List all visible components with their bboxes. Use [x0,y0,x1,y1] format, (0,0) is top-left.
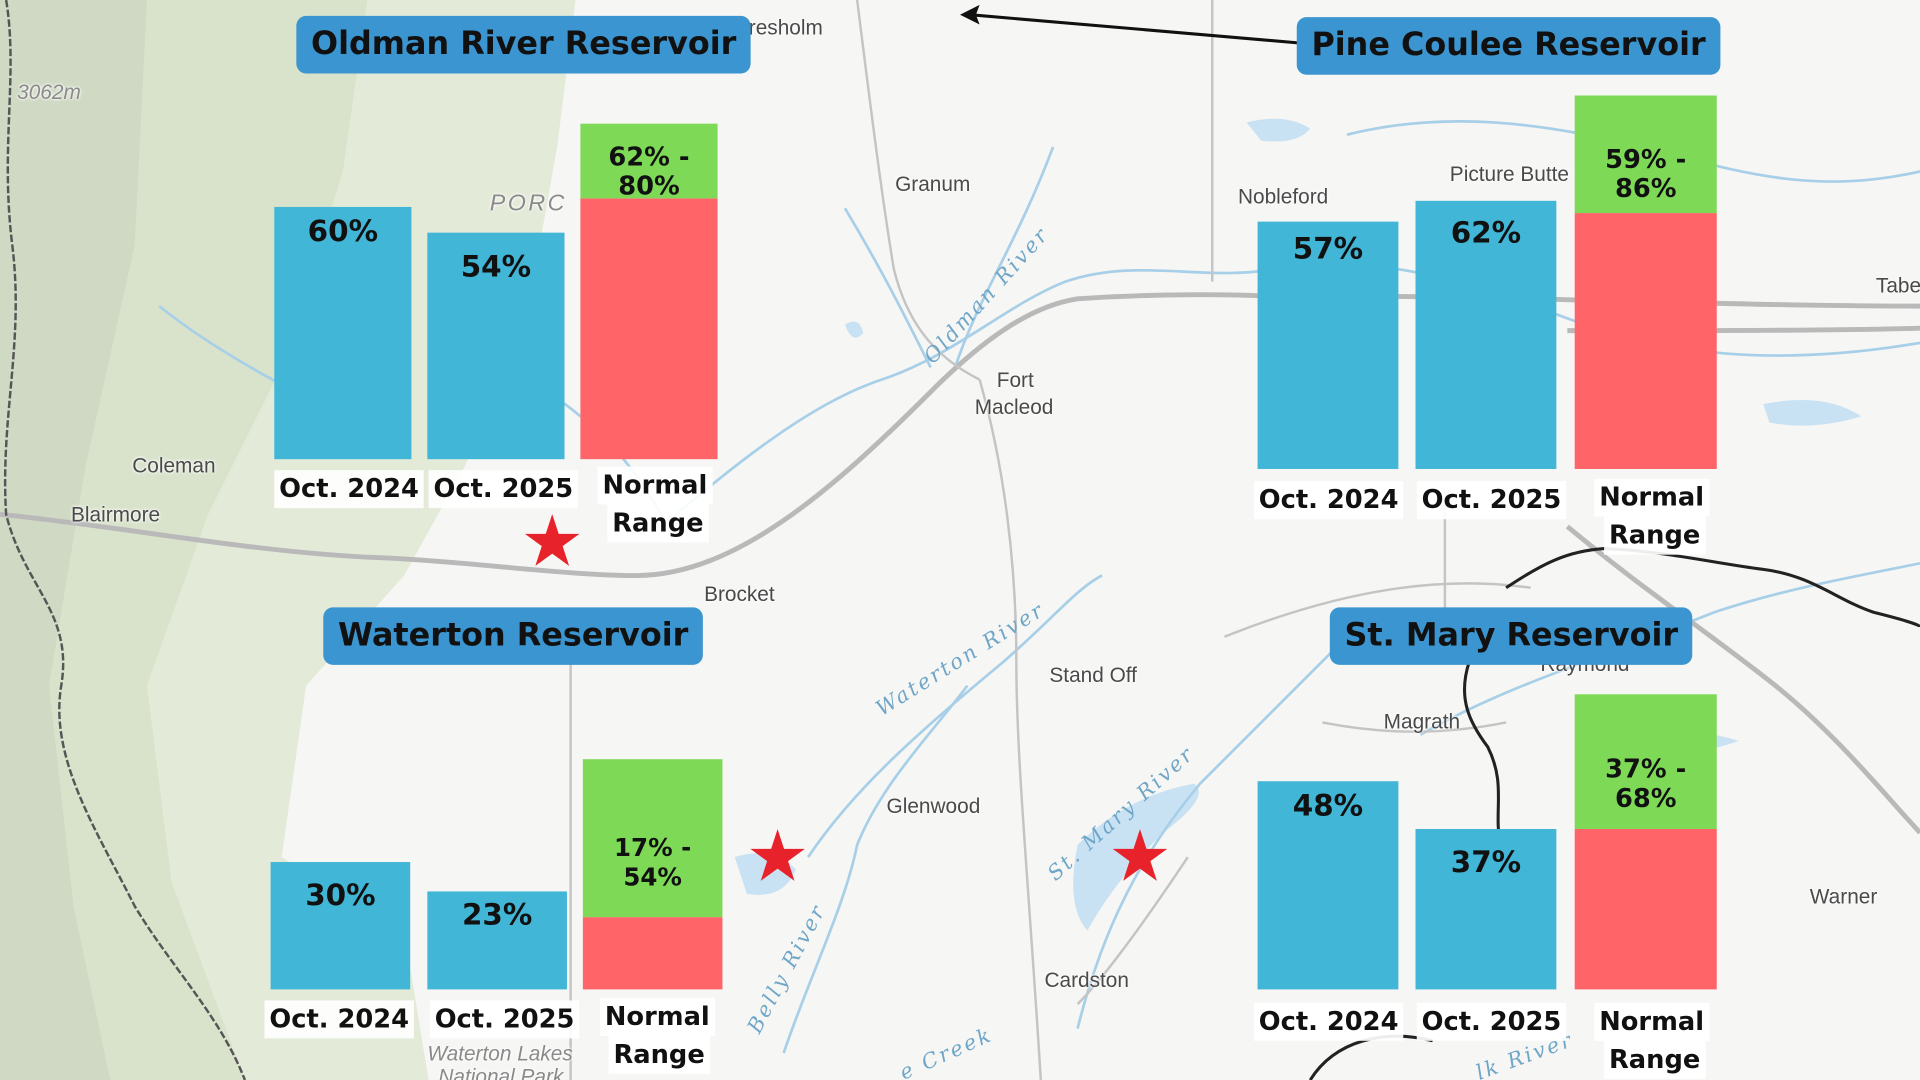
oldman-xlabel-normal: Normal [597,466,713,505]
place-waterton-park-line1: Waterton Lakes [427,1042,573,1066]
pine-coulee-xlabel-range: Range [1604,516,1706,555]
pine-coulee-range-below [1574,213,1717,469]
st-mary-xlabel-2024: Oct. 2024 [1253,1002,1404,1041]
place-waterton-park-line2: National Park [438,1065,564,1080]
waterton-bar-oct-2024: 30% [270,861,411,990]
oldman-bar-oct-2024-label: 60% [307,214,379,249]
oldman-normal-range: 62% - 80% [580,123,718,460]
st-mary-location-star-icon: ★ [1108,814,1172,898]
place-granum: Granum [895,172,971,196]
place-glenwood: Glenwood [886,794,981,818]
st-mary-bar-oct-2024-label: 48% [1292,788,1364,823]
oldman-title: Oldman River Reservoir [296,15,752,74]
waterton-xlabel-2024: Oct. 2024 [264,1000,414,1039]
place-picture-butte: Picture Butte [1449,162,1569,187]
oldman-range-band: 62% - 80% [580,123,718,201]
st-mary-range-below [1574,829,1717,990]
pine-coulee-normal-range: 59% - 86% [1574,95,1717,469]
st-mary-bar-oct-2025-label: 37% [1450,844,1522,880]
oldman-bar-oct-2024: 60% [274,206,412,460]
waterton-xlabel-normal: Normal [600,997,715,1036]
waterton-bar-oct-2025: 23% [427,891,567,990]
st-mary-bar-oct-2025: 37% [1415,829,1557,990]
st-mary-xlabel-range: Range [1604,1040,1706,1079]
place-stand-off: Stand Off [1049,663,1137,687]
place-brocket: Brocket [704,582,775,607]
oldman-xlabel-2024: Oct. 2024 [274,470,424,509]
waterton-range-below [582,916,723,990]
pine-coulee-title: Pine Coulee Reservoir [1296,17,1721,75]
waterton-range-label: 17% - 54% [613,832,692,892]
place-fort-macleod-line2: Macleod [974,395,1054,419]
place-blairmore: Blairmore [71,503,161,527]
oldman-xlabel-2025: Oct. 2025 [428,470,579,509]
waterton-bar-oct-2025-label: 23% [461,897,533,932]
waterton-xlabel-2025: Oct. 2025 [429,1000,580,1039]
place-magrath: Magrath [1383,710,1461,734]
waterton-range-band: 17% - 54% [582,759,723,917]
waterton-location-star-icon: ★ [745,814,810,898]
waterton-normal-range: 17% - 54% [582,759,723,990]
pine-coulee-xlabel-2024: Oct. 2024 [1253,481,1404,520]
pine-coulee-bar-oct-2025-label: 62% [1450,214,1522,250]
place-fort-macleod-line1: Fort [996,368,1034,392]
st-mary-range-label: 37% - 68% [1605,754,1687,814]
oldman-bar-oct-2025: 54% [427,232,565,460]
place-taber: Tabe [1875,274,1920,298]
elevation-label: 3062m [17,80,81,105]
pine-coulee-range-band: 59% - 86% [1574,95,1717,214]
oldman-location-star-icon: ★ [520,499,585,583]
waterton-bar-oct-2024-label: 30% [305,877,376,912]
pine-coulee-bar-oct-2024: 57% [1257,221,1399,469]
pine-coulee-bar-oct-2025: 62% [1415,200,1557,469]
st-mary-normal-range: 37% - 68% [1574,694,1717,990]
pine-coulee-xlabel-2025: Oct. 2025 [1416,481,1567,520]
range-label: PORC [489,191,567,217]
pine-coulee-bar-oct-2024-label: 57% [1292,231,1364,266]
oldman-range-label: 62% - 80% [608,142,690,201]
oldman-bar-oct-2025-label: 54% [460,249,532,284]
waterton-title: Waterton Reservoir [323,607,704,665]
st-mary-xlabel-normal: Normal [1594,1002,1709,1041]
st-mary-bar-oct-2024: 48% [1257,781,1399,990]
st-mary-title: St. Mary Reservoir [1329,607,1693,665]
place-warner: Warner [1809,885,1878,909]
pine-coulee-xlabel-normal: Normal [1594,478,1709,517]
place-coleman: Coleman [132,454,216,478]
waterton-xlabel-range: Range [608,1035,710,1074]
pine-coulee-range-label: 59% - 86% [1605,144,1687,204]
st-mary-range-band: 37% - 68% [1574,694,1717,830]
st-mary-xlabel-2025: Oct. 2025 [1416,1002,1567,1041]
place-nobleford: Nobleford [1237,184,1329,209]
oldman-range-below [580,198,718,460]
place-cardston: Cardston [1044,968,1129,992]
oldman-xlabel-range: Range [607,504,709,543]
